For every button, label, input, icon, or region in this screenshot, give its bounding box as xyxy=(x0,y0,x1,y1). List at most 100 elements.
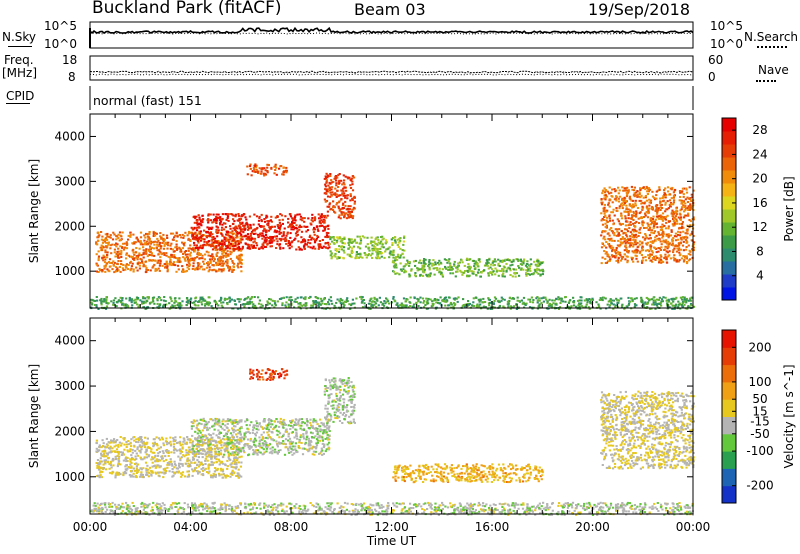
echo-cell xyxy=(523,259,526,262)
echo-cell xyxy=(628,242,631,245)
echo-cell xyxy=(604,262,607,264)
echo-cell xyxy=(410,269,413,272)
echo-cell xyxy=(221,470,225,473)
echo-cell xyxy=(97,250,100,253)
echo-cell xyxy=(271,225,274,228)
echo-cell xyxy=(213,474,216,477)
echo-cell xyxy=(210,245,213,248)
echo-cell xyxy=(425,297,428,300)
echo-cell xyxy=(209,219,213,222)
echo-cell xyxy=(350,238,353,241)
echo-cell xyxy=(449,267,453,270)
echo-cell xyxy=(627,296,630,299)
echo-cell xyxy=(511,306,514,309)
echo-cell xyxy=(140,436,143,438)
echo-cell xyxy=(249,224,252,227)
echo-cell xyxy=(318,245,321,248)
echo-cell xyxy=(228,236,231,239)
echo-cell xyxy=(195,222,198,224)
echo-cell xyxy=(616,209,619,212)
echo-cell xyxy=(264,236,267,239)
echo-cell xyxy=(236,255,239,258)
echo-cell xyxy=(181,268,185,271)
echo-cell xyxy=(255,244,259,247)
echo-cell xyxy=(219,259,223,262)
echo-cell xyxy=(321,239,324,241)
echo-cell xyxy=(423,263,426,266)
echo-cell xyxy=(118,471,121,474)
echo-cell xyxy=(255,215,259,218)
echo-cell xyxy=(260,220,263,223)
nave-top-tick: 60 xyxy=(708,53,724,67)
echo-cell xyxy=(678,199,681,202)
echo-cell xyxy=(166,268,169,271)
echo-cell xyxy=(692,246,695,249)
echo-cell xyxy=(119,301,123,304)
echo-cell xyxy=(125,253,128,256)
echo-cell xyxy=(649,247,652,249)
echo-cell xyxy=(441,299,444,302)
echo-cell xyxy=(376,299,379,302)
echo-cell xyxy=(122,248,126,251)
echo-cell xyxy=(238,474,241,477)
echo-cell xyxy=(329,175,332,177)
echo-cell xyxy=(211,233,214,236)
echo-cell xyxy=(674,298,677,300)
echo-cell xyxy=(93,304,97,306)
echo-cell xyxy=(399,254,402,257)
echo-cell xyxy=(631,299,634,302)
echo-cell xyxy=(287,217,290,220)
echo-cell xyxy=(117,250,120,253)
echo-cell xyxy=(222,473,225,476)
echo-cell xyxy=(330,257,333,260)
echo-cell xyxy=(173,250,176,253)
echo-cell xyxy=(370,236,373,239)
echo-cell xyxy=(315,237,318,240)
echo-cell xyxy=(623,210,626,213)
echo-cell xyxy=(602,219,606,221)
echo-cell xyxy=(131,242,134,245)
echo-cell xyxy=(197,253,200,256)
echo-cell xyxy=(166,270,169,273)
echo-cell xyxy=(621,236,624,239)
echo-cell xyxy=(282,173,285,176)
echo-cell xyxy=(279,226,282,229)
echo-cell xyxy=(390,250,394,253)
echo-cell xyxy=(321,247,324,249)
echo-cell xyxy=(486,262,489,265)
echo-cell xyxy=(649,201,652,204)
echo-cell xyxy=(219,467,223,470)
echo-cell xyxy=(648,250,651,253)
echo-cell xyxy=(234,225,237,228)
echo-cell xyxy=(647,254,650,257)
echo-cell xyxy=(236,264,239,267)
echo-cell xyxy=(100,300,103,303)
echo-cell xyxy=(373,249,376,252)
echo-cell xyxy=(476,304,479,307)
echo-cell xyxy=(267,220,271,223)
echo-cell xyxy=(198,262,201,265)
echo-cell xyxy=(612,255,616,258)
echo-cell xyxy=(130,298,133,301)
echo-cell xyxy=(578,299,581,302)
echo-cell xyxy=(231,261,234,264)
echo-cell xyxy=(295,248,298,251)
echo-cell xyxy=(650,259,653,262)
echo-cell xyxy=(342,181,345,184)
echo-cell xyxy=(685,241,688,244)
echo-cell xyxy=(288,244,292,246)
echo-cell xyxy=(340,213,343,216)
echo-cell xyxy=(611,211,614,214)
echo-cell xyxy=(629,300,632,303)
echo-cell xyxy=(192,262,195,265)
echo-cell xyxy=(660,218,663,221)
echo-cell xyxy=(246,233,250,236)
echo-cell xyxy=(181,270,185,273)
echo-cell xyxy=(119,296,122,299)
echo-cell xyxy=(648,201,651,204)
echo-cell xyxy=(677,233,680,236)
echo-cell xyxy=(583,299,586,302)
echo-cell xyxy=(121,231,124,234)
echo-cell xyxy=(350,214,353,217)
echo-cell xyxy=(351,180,354,183)
